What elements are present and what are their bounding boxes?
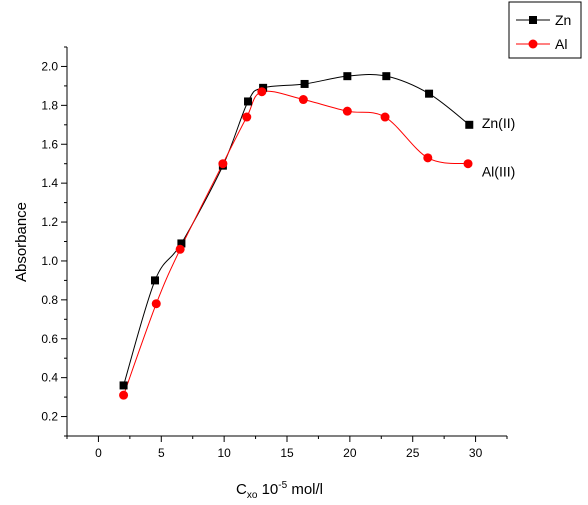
x-tick-label: 10 <box>217 446 231 460</box>
point-al <box>218 159 228 169</box>
x-tick-label: 0 <box>95 446 102 460</box>
y-tick-label: 1.2 <box>41 215 58 229</box>
y-tick-label: 1.4 <box>41 176 58 190</box>
point-al <box>423 153 433 163</box>
x-axis-title: Cxo 10-5 mol/l <box>236 480 323 501</box>
point-zn <box>177 239 186 248</box>
y-tick-label: 2.0 <box>41 59 58 73</box>
y-tick-label: 1.0 <box>41 254 58 268</box>
y-axis-title: Absorbance <box>13 202 30 282</box>
x-axis-title-main: C <box>236 481 247 498</box>
x-tick-label: 5 <box>158 446 165 460</box>
x-tick-label: 15 <box>280 446 294 460</box>
x-axis-title-mid: 10 <box>257 481 278 498</box>
point-zn <box>465 120 474 129</box>
x-ticks: 0 5 10 15 20 25 30 <box>66 436 508 460</box>
point-al <box>257 87 267 97</box>
x-axis-title-sup: -5 <box>278 480 287 491</box>
point-zn <box>300 79 309 88</box>
point-al <box>175 244 185 254</box>
series-lines <box>123 74 470 396</box>
point-zn <box>151 276 159 285</box>
y-tick-label: 0.8 <box>41 293 58 307</box>
point-zn <box>425 89 434 98</box>
legend-label-al: Al <box>555 36 567 52</box>
series-line-zn <box>123 74 470 386</box>
legend-box <box>508 1 582 59</box>
point-zn <box>244 97 253 106</box>
annotation-label: Zn(II) <box>482 115 515 131</box>
series-points <box>119 72 474 400</box>
y-tick-label: 1.8 <box>41 98 58 112</box>
point-al <box>242 112 252 122</box>
x-tick-label: 25 <box>406 446 420 460</box>
x-tick-label: 20 <box>343 446 357 460</box>
point-al <box>380 112 390 122</box>
legend-marker-al <box>528 39 538 49</box>
point-al <box>151 299 161 309</box>
legend-label-zn: Zn <box>555 12 571 28</box>
y-tick-label: 0.4 <box>41 371 58 385</box>
legend: Zn Al <box>508 1 582 59</box>
point-al <box>342 106 352 116</box>
x-axis-title-unit: mol/l <box>287 481 323 498</box>
y-tick-label: 1.6 <box>41 137 58 151</box>
point-al <box>463 159 473 169</box>
point-zn <box>343 72 352 81</box>
y-tick-label: 0.6 <box>41 332 58 346</box>
y-tick-label: 0.2 <box>41 410 58 424</box>
annotations: Zn(II) Al(III) <box>482 115 515 180</box>
point-al <box>119 390 129 400</box>
annotation-label: Al(III) <box>482 163 515 179</box>
point-zn <box>119 381 128 390</box>
series-line-al <box>123 90 469 396</box>
x-axis-title-sub: xo <box>247 490 258 501</box>
y-ticks: 0.2 0.4 0.6 0.8 1.0 1.2 1.4 1.6 1.8 2.0 <box>41 46 67 437</box>
point-al <box>298 95 308 105</box>
legend-marker-zn <box>529 16 537 24</box>
point-zn <box>382 72 391 81</box>
x-tick-label: 30 <box>469 446 483 460</box>
